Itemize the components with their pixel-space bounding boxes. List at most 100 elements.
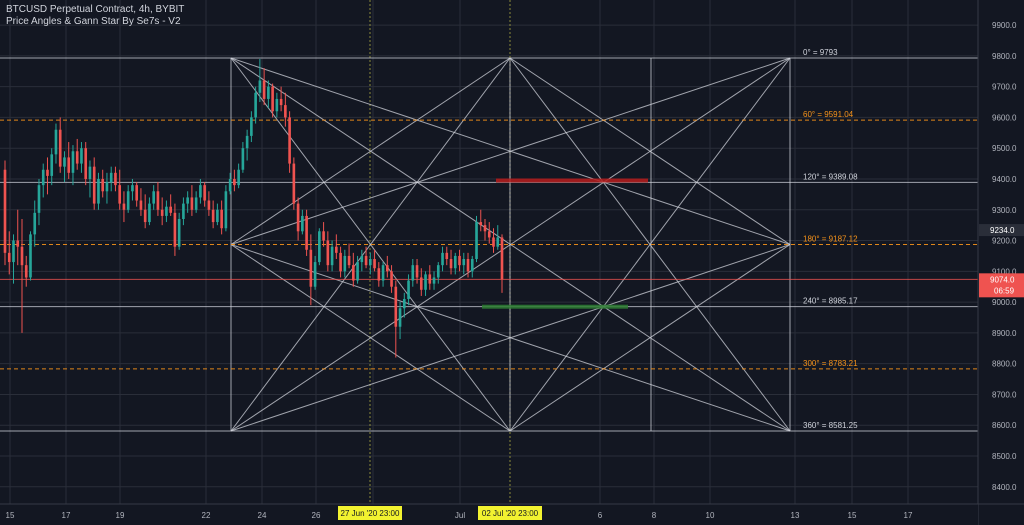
- time-tick-label-11: 13: [791, 511, 800, 520]
- candle-body-69: [296, 203, 300, 232]
- price-axis-bg: [978, 0, 1024, 525]
- candle-body-79: [339, 252, 342, 272]
- candle-body-99: [424, 274, 427, 290]
- candle-body-112: [479, 222, 483, 226]
- price-tick-label-12: 8700.0: [992, 390, 1017, 399]
- candle-body-18: [80, 148, 83, 164]
- candle-body-9: [41, 169, 45, 186]
- candle-body-81: [347, 255, 351, 266]
- candle-body-45: [194, 197, 198, 210]
- time-tick-label-10: 10: [706, 511, 715, 520]
- candle-body-1: [7, 252, 11, 263]
- candle-body-32: [139, 200, 143, 210]
- candle-body-31: [135, 185, 139, 201]
- candle-body-86: [368, 259, 372, 266]
- candle-body-48: [207, 200, 211, 210]
- candle-body-88: [377, 268, 381, 281]
- candle-body-85: [364, 255, 368, 266]
- candle-body-15: [67, 157, 71, 173]
- time-tick-label-3: 22: [202, 511, 211, 520]
- price-tick-label-9: 9000.0: [992, 298, 1017, 307]
- candle-body-12: [54, 129, 58, 155]
- reference-price-badge: [979, 224, 1024, 237]
- candle-body-24: [105, 182, 109, 192]
- gann-level-label-3: 180° = 9187.12: [803, 235, 858, 244]
- price-tick-label-1: 9800.0: [992, 52, 1017, 61]
- price-tick-label-10: 8900.0: [992, 329, 1017, 338]
- time-axis: 15171922242629Jul681013151727 Jun '20 23…: [0, 503, 1024, 525]
- candle-body-57: [245, 135, 249, 149]
- price-tick-label-13: 8600.0: [992, 421, 1017, 430]
- candle-body-28: [122, 203, 126, 210]
- candle-body-104: [445, 252, 449, 260]
- candle-body-77: [330, 246, 334, 266]
- zone-resistance: [496, 178, 648, 183]
- candle-body-93: [398, 308, 402, 327]
- date-badge-label-0: 27 Jun '20 23:00: [341, 509, 400, 518]
- candle-body-78: [335, 246, 338, 253]
- candle-body-73: [313, 262, 317, 287]
- candle-body-114: [487, 231, 491, 238]
- candle-body-72: [309, 249, 313, 287]
- gann-level-label-1: 60° = 9591.04: [803, 110, 854, 119]
- candle-body-55: [237, 169, 240, 186]
- zone-support: [482, 304, 628, 309]
- candle-body-13: [58, 129, 62, 167]
- price-tick-label-2: 9700.0: [992, 83, 1017, 92]
- gann-level-label-0: 0° = 9793: [803, 48, 838, 57]
- candle-body-56: [241, 148, 245, 170]
- time-tick-label-9: 8: [652, 511, 657, 520]
- candle-body-82: [352, 265, 355, 281]
- candle-body-44: [190, 197, 194, 210]
- price-tick-label-6: 9300.0: [992, 206, 1017, 215]
- candle-body-66: [284, 105, 287, 118]
- candle-body-74: [318, 231, 321, 263]
- candle-body-76: [326, 240, 330, 266]
- candle-body-27: [118, 185, 122, 204]
- candle-body-115: [492, 237, 495, 247]
- candle-body-5: [24, 265, 28, 278]
- symbol-title[interactable]: BTCUSD Perpetual Contract, 4h, BYBIT: [6, 4, 185, 15]
- price-tick-label-7: 9200.0: [992, 237, 1017, 246]
- candle-body-94: [402, 299, 406, 309]
- gann-level-label-5: 300° = 8783.21: [803, 359, 858, 368]
- candle-body-14: [63, 157, 66, 167]
- reference-price-label: 9234.0: [990, 226, 1015, 235]
- candle-body-2: [12, 240, 15, 263]
- candle-body-105: [449, 259, 453, 269]
- candle-body-40: [173, 212, 177, 247]
- candle-body-108: [462, 259, 466, 266]
- gann-levels: 0° = 9793 60° = 9591.04 120° = 9389.08 180°…: [0, 48, 978, 432]
- candle-body-6: [29, 234, 32, 278]
- candle-body-22: [97, 178, 100, 204]
- candle-body-19: [84, 148, 88, 179]
- candle-body-68: [292, 163, 296, 204]
- candle-body-91: [390, 271, 393, 287]
- candle-body-29: [126, 191, 130, 210]
- time-tick-label-5: 26: [312, 511, 321, 520]
- candle-body-61: [262, 80, 266, 99]
- candle-body-96: [411, 265, 415, 281]
- candle-body-106: [453, 255, 457, 269]
- price-tick-label-8: 9100.0: [992, 267, 1017, 276]
- candles: [3, 58, 504, 358]
- candle-body-109: [466, 259, 470, 272]
- price-zones: [482, 178, 648, 309]
- candle-body-92: [394, 286, 398, 327]
- candle-body-89: [381, 265, 385, 281]
- candle-body-70: [301, 215, 304, 232]
- candle-body-46: [199, 185, 202, 198]
- indicator-title[interactable]: Price Angles & Gann Star By Se7s - V2: [6, 16, 181, 27]
- time-tick-label-4: 24: [258, 511, 267, 520]
- candle-body-52: [224, 191, 228, 229]
- last-price-badge: [979, 273, 1024, 298]
- candle-body-10: [46, 169, 49, 176]
- date-badge-1: [478, 506, 542, 520]
- candle-body-58: [250, 117, 253, 136]
- candle-body-43: [186, 197, 189, 204]
- price-tick-label-11: 8800.0: [992, 360, 1017, 369]
- candle-body-51: [220, 209, 223, 229]
- candle-body-25: [109, 172, 113, 183]
- last-price-label: 9074.0: [990, 275, 1015, 284]
